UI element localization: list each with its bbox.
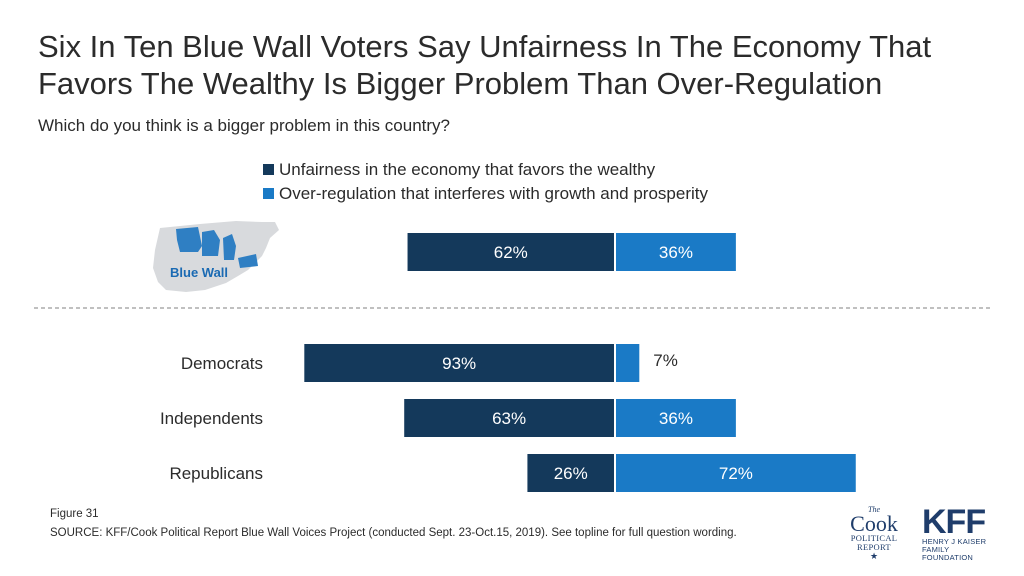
bar-unfairness-blue-wall <box>407 233 614 271</box>
bars-group: 62% 36% 93% 7% 63% 36% 26% 72% <box>304 233 856 492</box>
data-label-unfairness-independents: 63% <box>492 409 526 428</box>
legend-item-unfairness: Unfairness in the economy that favors th… <box>263 160 655 180</box>
data-label-unfairness-blue-wall: 62% <box>494 243 528 262</box>
kff-logo: KFF HENRY J KAISER FAMILY FOUNDATION <box>922 503 987 562</box>
data-label-overregulation-republicans: 72% <box>719 464 753 483</box>
legend-swatch-unfairness <box>263 164 274 175</box>
figure-label: Figure 31 <box>50 508 99 520</box>
bar-overregulation-blue-wall <box>616 233 736 271</box>
legend-label-overregulation: Over-regulation that interferes with gro… <box>279 184 708 203</box>
category-labels: Democrats Independents Republicans <box>160 354 263 483</box>
bar-overregulation-republicans <box>616 454 856 492</box>
cook-political-report-logo: The Cook POLITICAL REPORT ★ <box>838 506 910 561</box>
data-label-overregulation-blue-wall: 36% <box>659 243 693 262</box>
map-label: Blue Wall <box>170 265 228 280</box>
data-label-overregulation-independents: 36% <box>659 409 693 428</box>
source-note: SOURCE: KFF/Cook Political Report Blue W… <box>50 527 737 539</box>
data-label-unfairness-democrats: 93% <box>442 354 476 373</box>
star-icon: ★ <box>869 551 879 561</box>
us-map-icon: Blue Wall <box>153 221 279 292</box>
legend-item-overregulation: Over-regulation that interferes with gro… <box>263 184 708 204</box>
bar-overregulation-independents <box>616 399 736 437</box>
data-label-overregulation-democrats: 7% <box>653 351 678 370</box>
category-label-democrats: Democrats <box>181 354 263 373</box>
bar-unfairness-independents <box>404 399 614 437</box>
chart-title: Six In Ten Blue Wall Voters Say Unfairne… <box>38 29 932 101</box>
data-label-unfairness-republicans: 26% <box>554 464 588 483</box>
category-label-independents: Independents <box>160 409 263 428</box>
bar-chart: Blue Wall Democrats Independents Republi… <box>34 221 990 492</box>
legend-label-unfairness: Unfairness in the economy that favors th… <box>279 160 656 179</box>
chart-subtitle: Which do you think is a bigger problem i… <box>38 116 450 135</box>
legend-swatch-overregulation <box>263 188 274 199</box>
category-label-republicans: Republicans <box>169 464 263 483</box>
bar-overregulation-democrats <box>616 344 640 382</box>
bar-unfairness-republicans <box>527 454 614 492</box>
bar-unfairness-democrats <box>304 344 614 382</box>
